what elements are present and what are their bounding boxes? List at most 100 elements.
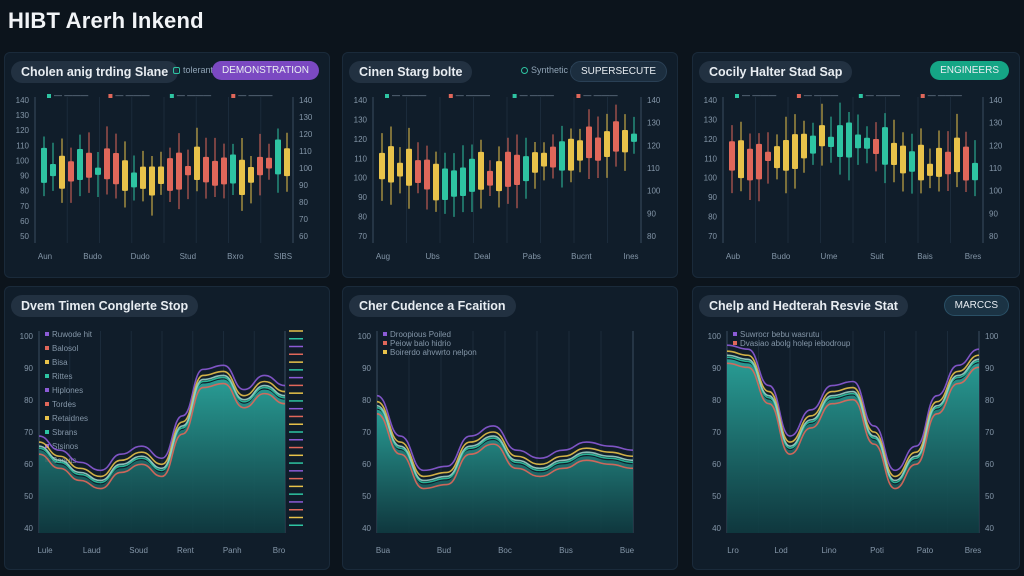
y-tick-label-right: 130: [299, 113, 313, 122]
y-tick-label: 110: [704, 154, 717, 163]
candle-body: [864, 137, 870, 149]
legend-label: — ———: [392, 91, 426, 100]
area-fill: [727, 359, 979, 533]
panel-mini-label: Synthetic ink: [531, 65, 583, 75]
x-tick-label: Bue: [620, 546, 635, 555]
candle-body: [954, 137, 960, 173]
series-line: [726, 344, 980, 472]
y-tick-label: 80: [712, 396, 721, 405]
y-tick-label: 90: [708, 193, 717, 202]
y-tick-label-right: 120: [647, 141, 661, 150]
candle-body: [747, 148, 753, 181]
legend-swatch: [47, 94, 51, 98]
candle-body: [541, 152, 547, 167]
y-tick-label: 60: [20, 217, 29, 226]
candle-body: [86, 152, 92, 178]
y-tick-label: 50: [362, 492, 371, 501]
y-tick-label-right: 70: [299, 215, 308, 224]
y-tick-label: 130: [704, 115, 718, 124]
y-tick-label-right: 90: [647, 209, 656, 218]
legend-swatch: [169, 94, 174, 98]
x-tick-label: Bucnt: [571, 252, 592, 261]
candle-body: [167, 158, 173, 191]
y-tick-label: 70: [362, 428, 371, 437]
y-tick-label: 90: [24, 364, 33, 373]
y-tick-label: 120: [16, 126, 30, 135]
series-line: [376, 413, 634, 490]
y-tick-label: 110: [16, 141, 29, 150]
candle-body: [604, 131, 610, 157]
y-tick-label-right: 100: [989, 187, 1003, 196]
y-tick-label: 70: [358, 232, 367, 241]
candle-body: [559, 141, 565, 171]
panel-badge-button[interactable]: ENGINEERS: [930, 61, 1009, 80]
candle-body: [550, 146, 556, 168]
candle-body: [514, 154, 520, 186]
x-tick-label: Budo: [772, 252, 791, 261]
y-tick-label: 40: [24, 524, 33, 533]
candle-body: [68, 161, 74, 182]
x-tick-label: Panh: [223, 546, 242, 555]
y-tick-label: 120: [704, 135, 718, 144]
candlestick-panel-2: — ——— — ——— — ——— — ——— 140 130 120 110 100 90 80 7…: [342, 52, 678, 278]
legend-label: — ———: [742, 91, 776, 100]
legend-label: — ———: [115, 91, 149, 100]
x-tick-label: Bus: [559, 546, 573, 555]
legend-label: — ———: [866, 91, 900, 100]
legend-label: — ———: [928, 91, 962, 100]
candle-body: [95, 167, 101, 175]
y-tick-label: 110: [354, 154, 367, 163]
legend-label: Stsinos: [52, 442, 78, 451]
legend-label: — ———: [804, 91, 838, 100]
legend-label: Droopious Poiled: [390, 330, 451, 339]
x-tick-label: Budo: [83, 252, 102, 261]
series-line: [726, 350, 980, 478]
panel-mini-toggle[interactable]: tolerant: [173, 65, 213, 75]
candle-body: [487, 170, 493, 186]
legend-label: Peiow balo hidrio: [390, 339, 451, 348]
y-tick-label-right: 60: [299, 232, 308, 241]
candle-body: [442, 168, 448, 201]
candle-body: [622, 129, 628, 153]
panel-badge-button[interactable]: SUPERSECUTE: [569, 61, 667, 82]
y-tick-label: 130: [354, 115, 368, 124]
legend-swatch: [45, 402, 49, 406]
y-tick-label: 40: [712, 524, 721, 533]
y-tick-label: 80: [708, 213, 717, 222]
panel-mini-toggle[interactable]: Synthetic ink: [521, 65, 582, 75]
candlestick-panel-3: — ——— — ——— — ——— — ——— 140 130 120 110 100 90 80 7…: [692, 52, 1020, 278]
panel-title: Cher Cudence a Fcaition: [349, 295, 516, 317]
y-tick-label-right: 50: [985, 492, 994, 501]
toggle-icon: [173, 66, 180, 74]
candle-body: [257, 156, 263, 176]
candle-body: [738, 140, 744, 179]
candle-body: [388, 146, 394, 183]
panel-title: Dvem Timen Conglerte Stop: [11, 295, 199, 317]
series-line: [376, 404, 634, 482]
y-tick-label: 100: [704, 174, 718, 183]
x-tick-label: Stud: [180, 252, 196, 261]
y-tick-label-right: 100: [985, 332, 999, 341]
candle-body: [613, 121, 619, 152]
area-panel-2: 100 90 80 70 60 50 40 Bua Bud Boc Bus Bue Droopious …: [342, 286, 678, 570]
legend-swatch: [45, 388, 49, 392]
panel-title: Cocily Halter Stad Sap: [699, 61, 853, 83]
area-panel-3: 100 90 80 70 60 50 40 100 90 80 70 60 50 40 Lro Lod Lino…: [692, 286, 1020, 570]
x-tick-label: Ume: [821, 252, 838, 261]
y-tick-label-right: 90: [299, 181, 308, 190]
candle-body: [837, 125, 843, 158]
candle-body: [284, 148, 290, 177]
panel-title: Chelp and Hedterah Resvie Stat: [699, 295, 908, 317]
y-tick-label-right: 110: [989, 164, 1002, 173]
y-tick-label: 130: [16, 111, 30, 120]
y-tick-label: 70: [24, 428, 33, 437]
candle-body: [505, 151, 511, 187]
panel-title: Cinen Starg bolte: [349, 61, 473, 83]
y-tick-label-right: 110: [647, 164, 660, 173]
panel-badge-button[interactable]: MARCCS: [943, 295, 1009, 316]
candle-body: [532, 152, 538, 173]
y-tick-label: 80: [24, 396, 33, 405]
panel-badge-button[interactable]: DEMONSTRATION: [211, 61, 319, 80]
x-tick-label: Boc: [498, 546, 512, 555]
legend-swatch: [385, 94, 389, 98]
